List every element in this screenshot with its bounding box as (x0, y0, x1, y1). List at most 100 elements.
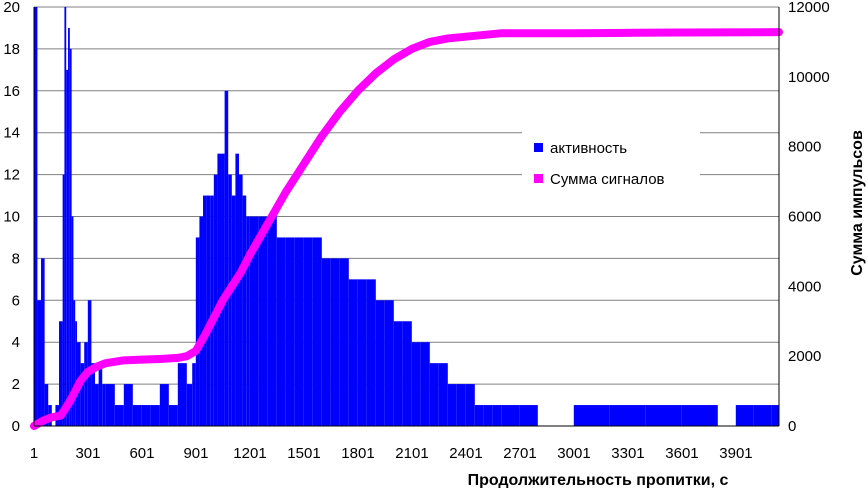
bar-48 (242, 195, 247, 426)
bar-12 (69, 48, 72, 427)
bar-56 (303, 237, 313, 426)
bar-18 (84, 342, 88, 426)
bar-61 (348, 279, 358, 426)
bar-30 (159, 384, 169, 426)
y-left-tick-12: 12 (3, 167, 20, 184)
legend-swatch-sum (534, 174, 543, 183)
bar-43 (224, 90, 229, 427)
bar-86 (735, 405, 754, 426)
bar-28 (141, 405, 151, 426)
legend-label-sum: Сумма сигналов (550, 171, 665, 188)
bar-68 (411, 342, 421, 426)
bar-17 (80, 363, 85, 426)
x-tick-601: 601 (129, 445, 154, 462)
bar-69 (420, 342, 430, 426)
y-right-tick-4000: 4000 (788, 278, 821, 295)
bar-87 (753, 405, 772, 426)
bar-57 (312, 237, 322, 426)
x-tick-301: 301 (75, 445, 100, 462)
y-left-tick-2: 2 (12, 376, 20, 393)
bar-39 (210, 195, 214, 426)
bar-79 (519, 405, 538, 426)
bar-0 (34, 7, 38, 426)
bar-50 (249, 216, 259, 426)
bar-32 (177, 363, 187, 426)
bar-15 (75, 321, 78, 426)
legend: активность Сумма сигналов (522, 132, 700, 208)
x-tick-1801: 1801 (341, 445, 374, 462)
bar-9 (64, 7, 67, 426)
y-right-axis-title: Сумма импульсов (849, 130, 866, 276)
x-tick-901: 901 (183, 445, 208, 462)
bar-24 (105, 384, 115, 426)
x-tick-2101: 2101 (395, 445, 428, 462)
bar-23 (102, 384, 106, 426)
y-left-tick-6: 6 (12, 292, 20, 309)
y-left-tick-20: 20 (3, 0, 20, 16)
y-right-tick-8000: 8000 (788, 139, 821, 156)
bar-33 (186, 384, 193, 426)
bar-38 (206, 195, 211, 426)
x-tick-2701: 2701 (503, 445, 536, 462)
bar-77 (492, 405, 502, 426)
x-axis-title: Продолжительность пропитки, с (468, 472, 729, 488)
bar-13 (71, 216, 74, 426)
y-right-tick-0: 0 (788, 418, 796, 435)
bar-2 (41, 258, 45, 426)
bar-53 (276, 237, 286, 426)
bar-47 (239, 174, 243, 426)
bar-44 (228, 174, 232, 426)
y-right-tick-12000: 12000 (788, 0, 830, 16)
bar-11 (68, 27, 70, 426)
bar-81 (573, 405, 610, 426)
x-tick-1501: 1501 (287, 445, 320, 462)
y-left-tick-10: 10 (3, 209, 20, 226)
x-tick-labels: 1 301 601 901 1201 1501 1801 2101 2401 2701 3001 33… (30, 445, 753, 462)
x-tick-3901: 3901 (719, 445, 752, 462)
x-tick-2401: 2401 (449, 445, 482, 462)
bar-7 (59, 321, 63, 426)
bar-22 (98, 363, 103, 426)
bar-70 (429, 363, 439, 426)
bar-21 (95, 384, 99, 426)
bar-20 (91, 363, 96, 426)
bar-10 (66, 69, 69, 426)
bar-26 (123, 384, 133, 426)
bar-31 (168, 405, 178, 426)
bar-84 (681, 405, 718, 426)
legend-swatch-activity (534, 143, 543, 152)
bar-36 (199, 216, 204, 426)
bar-49 (246, 216, 250, 426)
bar-19 (87, 300, 92, 426)
bar-71 (438, 363, 448, 426)
bar-58 (321, 258, 331, 426)
y-left-tick-14: 14 (3, 125, 20, 142)
y-right-tick-labels: 0 2000 4000 6000 8000 10000 12000 (788, 0, 830, 435)
bar-55 (294, 237, 304, 426)
bar-41 (217, 153, 222, 426)
bar-60 (339, 258, 349, 426)
bar-65 (384, 300, 394, 426)
y-right-tick-2000: 2000 (788, 348, 821, 365)
bar-78 (501, 405, 520, 426)
axes (33, 7, 780, 427)
bar-51 (258, 216, 268, 426)
bar-66 (393, 321, 403, 426)
x-tick-1201: 1201 (233, 445, 266, 462)
bar-72 (447, 384, 457, 426)
bar-76 (483, 405, 493, 426)
bar-75 (474, 405, 484, 426)
bar-62 (357, 279, 367, 426)
bar-8 (62, 174, 65, 426)
bar-74 (465, 384, 475, 426)
bar-63 (366, 279, 376, 426)
bar-67 (402, 321, 412, 426)
y-left-tick-16: 16 (3, 83, 20, 100)
bar-73 (456, 384, 466, 426)
bar-34 (192, 363, 196, 426)
grid (34, 6, 779, 427)
bar-42 (221, 153, 225, 426)
bar-64 (375, 300, 385, 426)
bar-82 (609, 405, 646, 426)
